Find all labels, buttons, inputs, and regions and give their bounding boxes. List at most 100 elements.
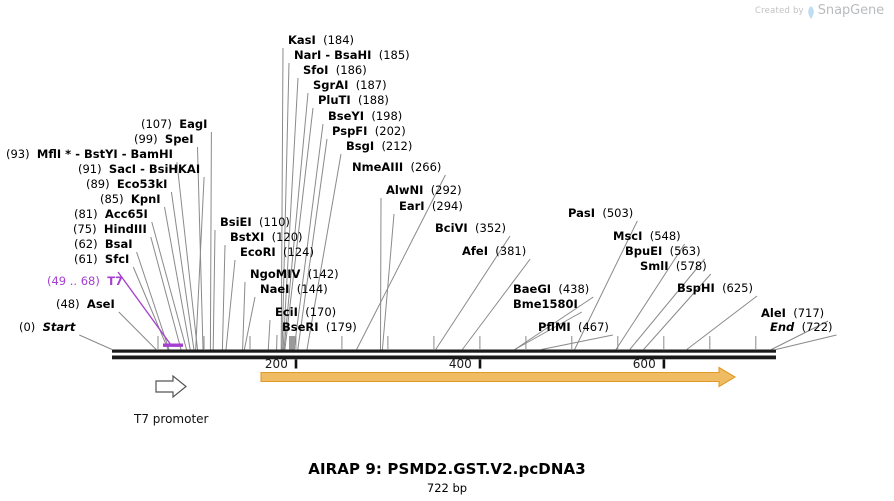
sequence-backbone [112, 349, 776, 360]
leader-line [615, 243, 686, 350]
enzyme-position: (198) [371, 109, 403, 123]
enzyme-label[interactable]: SmlI (578) [640, 260, 707, 273]
enzyme-label[interactable]: NmeAIII (266) [352, 161, 441, 174]
leader-line [643, 273, 712, 350]
enzyme-position: (187) [355, 78, 387, 92]
enzyme-label[interactable]: BsgI (212) [346, 140, 412, 153]
enzyme-name: BspHI [677, 281, 715, 295]
enzyme-label[interactable]: BseRI (179) [282, 321, 357, 334]
enzyme-label[interactable]: (75) HindIII [73, 223, 147, 236]
enzyme-label[interactable]: (91) SacI - BsiHKAI [78, 163, 200, 176]
t7-promoter-caption: T7 promoter [134, 412, 209, 426]
enzyme-label[interactable]: EciI (170) [275, 306, 336, 319]
enzyme-name: EarI [399, 199, 425, 213]
enzyme-name: AlwNI [386, 183, 424, 197]
enzyme-label[interactable]: BseYI (198) [328, 110, 402, 123]
enzyme-label[interactable]: (81) Acc65I [74, 208, 148, 221]
enzyme-label[interactable]: BciVI (352) [435, 222, 506, 235]
t7-feature-bar [163, 343, 183, 347]
enzyme-position: (85) [100, 192, 124, 206]
enzyme-label[interactable]: (0) Start [19, 321, 75, 334]
enzyme-label[interactable]: (49 .. 68) T7 [47, 275, 123, 288]
enzyme-name: PflMI [538, 320, 571, 334]
sequence-length-label: 722 bp [426, 481, 468, 495]
enzyme-label[interactable]: PspFI (202) [332, 125, 406, 138]
enzyme-name: SfoI [303, 63, 329, 77]
enzyme-position: (722) [801, 320, 833, 334]
leader-line [136, 251, 170, 350]
enzyme-position: (81) [74, 207, 98, 221]
enzyme-label[interactable]: Bme1580I [513, 298, 578, 311]
enzyme-label[interactable]: (93) MflI * - BstYI - BamHI [6, 148, 173, 161]
enzyme-label[interactable]: NgoMIV (142) [250, 268, 339, 281]
enzyme-label[interactable]: MscI (548) [613, 230, 681, 243]
enzyme-name: SgrAI [313, 78, 349, 92]
enzyme-position: (467) [578, 320, 609, 334]
enzyme-label[interactable]: SfoI (186) [303, 64, 367, 77]
leader-line [514, 296, 594, 350]
enzyme-label[interactable]: BstXI (120) [230, 231, 303, 244]
enzyme-name: BamHI [130, 147, 173, 161]
enzyme-label[interactable]: (48) AseI [56, 298, 115, 311]
page-title: AIRAP 9: PSMD2.GST.V2.pcDNA3 [308, 460, 586, 478]
enzyme-label[interactable]: PasI (503) [568, 207, 633, 220]
leader-line [297, 138, 328, 350]
enzyme-position: (294) [431, 199, 463, 213]
enzyme-name: SmlI [640, 259, 669, 273]
enzyme-name: AfeI [462, 244, 488, 258]
enzyme-label[interactable]: AleI (717) [761, 307, 824, 320]
enzyme-label[interactable]: (89) Eco53kI [86, 178, 167, 191]
enzyme-label[interactable]: SgrAI (187) [313, 79, 387, 92]
enzyme-position: (91) [78, 162, 102, 176]
enzyme-position: (120) [271, 230, 303, 244]
enzyme-label[interactable]: (107) EagI [141, 118, 207, 131]
enzyme-name: SfcI [104, 252, 130, 266]
t7-promoter-arrow-icon [155, 374, 187, 399]
enzyme-label[interactable]: (61) SfcI [74, 253, 129, 266]
enzyme-position: (89) [86, 177, 110, 191]
leader-line [775, 334, 837, 350]
enzyme-name: BsiHKAI [148, 162, 201, 176]
enzyme-label[interactable]: PflMI (467) [538, 321, 609, 334]
enzyme-label[interactable]: NaeI (144) [260, 283, 328, 296]
enzyme-name: BstXI [230, 230, 265, 244]
enzyme-label[interactable]: NarI - BsaHI (185) [294, 49, 410, 62]
leader-line [541, 334, 613, 350]
enzyme-position: (185) [378, 48, 410, 62]
enzyme-label[interactable]: KasI (184) [288, 34, 354, 47]
enzyme-name: NgoMIV [250, 267, 301, 281]
enzyme-label[interactable]: AfeI (381) [462, 245, 526, 258]
leader-line [164, 206, 191, 350]
leader-line [381, 213, 395, 350]
enzyme-label[interactable]: BpuEI (563) [625, 245, 701, 258]
enzyme-name: SpeI [164, 132, 194, 146]
enzyme-label[interactable]: BspHI (625) [677, 282, 753, 295]
enzyme-label[interactable]: AlwNI (292) [386, 184, 462, 197]
enzyme-position: (110) [259, 215, 290, 229]
leader-line [356, 174, 446, 350]
enzyme-position: (75) [73, 222, 97, 236]
enzyme-name: Bme1580I [513, 297, 578, 311]
enzyme-label[interactable]: PluTI (188) [318, 94, 389, 107]
enzyme-label[interactable]: End (722) [770, 321, 833, 334]
enzyme-label[interactable]: (62) BsaI [74, 238, 133, 251]
enzyme-position: (144) [296, 282, 328, 296]
enzyme-label[interactable]: EarI (294) [399, 200, 463, 213]
leader-line [79, 334, 113, 350]
enzyme-name: KpnI [130, 192, 161, 206]
enzyme-label[interactable]: (85) KpnI [100, 193, 161, 206]
enzyme-label[interactable]: BaeGI (438) [513, 283, 589, 296]
enzyme-position: (170) [305, 305, 337, 319]
enzyme-name: BciVI [435, 221, 468, 235]
enzyme-name: Acc65I [104, 207, 148, 221]
enzyme-name: MflI * [36, 147, 72, 161]
enzyme-label[interactable]: (99) SpeI [134, 133, 194, 146]
enzyme-label[interactable]: EcoRI (124) [240, 246, 314, 259]
enzyme-position: (107) [141, 117, 172, 131]
enzyme-name: PspFI [332, 124, 368, 138]
enzyme-label[interactable]: BsiEI (110) [220, 216, 290, 229]
enzyme-name: SacI [108, 162, 137, 176]
enzyme-position: (142) [307, 267, 339, 281]
leader-line [242, 281, 246, 350]
